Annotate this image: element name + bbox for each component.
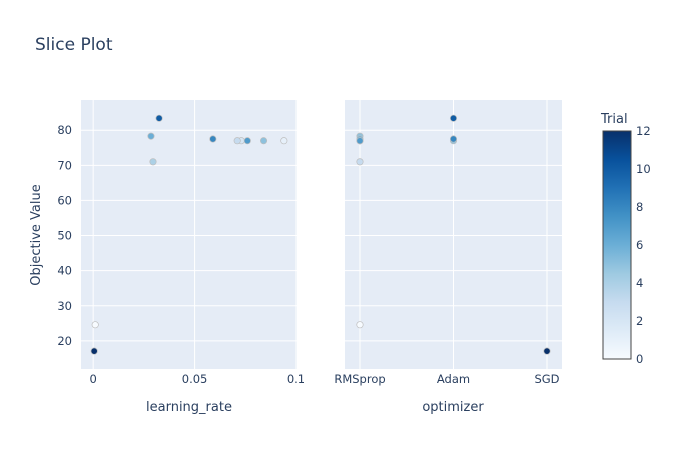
points-optimizer	[356, 114, 551, 355]
colorbar-tick-label: 12	[636, 124, 651, 138]
subplot-optimizer: RMSprop Adam SGD optimizer	[334, 100, 562, 415]
scatter-point	[243, 137, 251, 145]
y-tick-label: 50	[57, 229, 72, 243]
x-axis-title-learning-rate: learning_rate	[146, 400, 232, 415]
colorbar-ticks: 0 2 4 6 8 10 12	[636, 124, 651, 366]
scatter-point	[90, 347, 98, 355]
y-tick-label: 40	[57, 264, 72, 278]
x-tick-label: 0.05	[182, 372, 208, 386]
colorbar-tick-label: 10	[636, 162, 651, 176]
subplot-learning-rate: 0 0.05 0.1 20 30 40 50 60 70 80 learning_rate Ob…	[29, 100, 305, 415]
y-axis-title: Objective Value	[29, 184, 44, 285]
scatter-point	[233, 137, 241, 145]
y-tick-label: 30	[57, 299, 72, 313]
x-tick-label: 0.1	[287, 372, 305, 386]
scatter-point	[147, 132, 155, 140]
y-tick-label: 60	[57, 193, 72, 207]
colorbar-gradient	[602, 130, 632, 360]
scatter-point	[209, 135, 217, 143]
gridlines-learning-rate	[81, 100, 297, 369]
plot-area-learning-rate	[81, 100, 297, 369]
y-tick-label: 70	[57, 158, 72, 172]
scatter-point	[149, 158, 157, 166]
x-tick-label: Adam	[437, 372, 470, 386]
scatter-point	[543, 347, 551, 355]
scatter-point	[356, 158, 364, 166]
scatter-point	[91, 321, 99, 329]
y-ticks: 20 30 40 50 60 70 80	[57, 123, 72, 348]
colorbar-tick-label: 6	[636, 238, 643, 252]
x-tick-label: SGD	[534, 372, 559, 386]
colorbar-tick-label: 2	[636, 314, 643, 328]
chart-title: Slice Plot	[35, 35, 113, 55]
gridlines-optimizer	[345, 100, 562, 369]
scatter-point	[356, 321, 364, 329]
y-tick-label: 80	[57, 123, 72, 137]
colorbar-tick-label: 4	[636, 276, 643, 290]
x-ticks-learning-rate: 0 0.05 0.1	[90, 372, 306, 386]
x-tick-label: 0	[90, 372, 97, 386]
colorbar: Trial 0 2 4 6 8 10 12	[600, 112, 651, 366]
colorbar-title: Trial	[600, 112, 628, 127]
x-ticks-optimizer: RMSprop Adam SGD	[334, 372, 559, 386]
scatter-point	[356, 137, 364, 145]
y-tick-label: 20	[57, 334, 72, 348]
scatter-point	[155, 114, 163, 122]
scatter-point	[449, 114, 458, 122]
colorbar-tick-label: 8	[636, 200, 643, 214]
colorbar-tick-label: 0	[636, 352, 643, 366]
scatter-point	[449, 135, 458, 143]
scatter-point	[259, 137, 268, 145]
x-tick-label: RMSprop	[334, 372, 385, 386]
scatter-point	[280, 137, 288, 145]
points-learning-rate	[90, 114, 288, 355]
x-axis-title-optimizer: optimizer	[422, 400, 484, 415]
